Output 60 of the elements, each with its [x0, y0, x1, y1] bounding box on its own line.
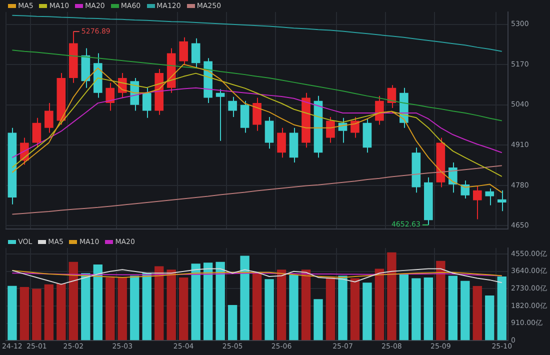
bar	[412, 278, 421, 340]
candlestick	[460, 180, 470, 199]
candlestick	[216, 88, 225, 142]
bar	[460, 280, 470, 340]
bar	[399, 274, 409, 340]
bar	[118, 277, 127, 340]
candlestick	[32, 117, 42, 148]
bar	[81, 273, 90, 340]
bar	[56, 284, 66, 340]
bar	[448, 276, 458, 340]
bar	[252, 273, 262, 340]
bar	[485, 296, 494, 340]
bar	[289, 274, 298, 340]
bar	[276, 270, 286, 340]
bar	[106, 277, 115, 340]
candlestick	[191, 38, 200, 69]
bar	[436, 260, 446, 340]
candlestick	[44, 102, 54, 134]
candlestick	[472, 184, 482, 220]
bar	[8, 286, 17, 340]
bar	[191, 264, 200, 340]
candlestick	[485, 188, 494, 206]
candlestick	[277, 127, 286, 158]
bar	[497, 276, 506, 340]
bar	[472, 286, 482, 340]
bar	[314, 299, 323, 340]
bar	[424, 277, 434, 340]
bar	[32, 288, 42, 340]
candlestick	[228, 96, 237, 118]
bar	[326, 277, 336, 340]
bar	[301, 270, 311, 340]
candlestick	[497, 190, 506, 212]
bar	[179, 277, 188, 340]
candlestick	[142, 87, 152, 118]
candlestick	[179, 36, 188, 66]
bar	[154, 266, 164, 340]
candlestick	[240, 100, 250, 134]
bar	[350, 278, 360, 340]
bar	[20, 286, 30, 340]
bar	[338, 276, 348, 340]
bar	[203, 262, 213, 340]
candlestick	[375, 95, 384, 126]
bar	[240, 256, 250, 340]
candlestick	[264, 116, 274, 150]
bar	[228, 305, 238, 340]
bar	[142, 273, 152, 340]
bar	[93, 264, 102, 340]
bar	[68, 262, 78, 340]
bar	[216, 262, 225, 340]
candlestick	[252, 97, 262, 132]
candlestick	[326, 116, 335, 144]
bar	[387, 252, 396, 340]
bar	[130, 276, 140, 340]
bar	[362, 282, 372, 340]
bar	[264, 279, 274, 340]
bar	[374, 268, 384, 340]
candlestick	[350, 116, 360, 138]
bar	[44, 284, 54, 340]
candlestick	[106, 82, 115, 112]
bar	[166, 270, 176, 340]
